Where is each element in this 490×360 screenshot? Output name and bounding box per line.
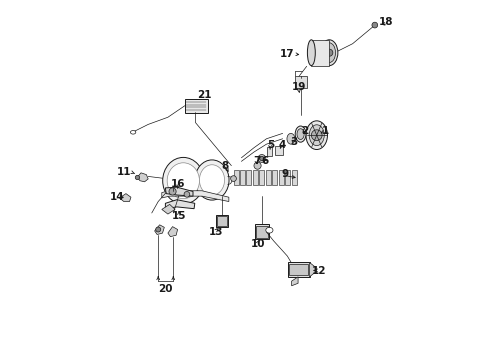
Bar <box>295 76 307 88</box>
Circle shape <box>184 192 190 197</box>
Polygon shape <box>292 277 298 286</box>
Text: 15: 15 <box>172 211 186 221</box>
Text: 2: 2 <box>301 126 309 135</box>
Circle shape <box>311 130 322 140</box>
Text: 14: 14 <box>110 192 124 202</box>
Polygon shape <box>310 262 315 277</box>
Bar <box>275 146 283 154</box>
Ellipse shape <box>130 131 136 134</box>
Ellipse shape <box>195 160 229 200</box>
Text: 3: 3 <box>290 138 297 147</box>
Text: 5: 5 <box>267 140 274 150</box>
Bar <box>246 170 251 185</box>
Ellipse shape <box>295 126 306 142</box>
Text: 8: 8 <box>221 161 229 171</box>
Polygon shape <box>311 40 329 66</box>
Circle shape <box>326 49 333 56</box>
Bar <box>267 147 272 156</box>
Bar <box>256 226 268 238</box>
Bar <box>266 170 271 185</box>
Ellipse shape <box>306 121 327 149</box>
Ellipse shape <box>309 125 324 145</box>
Polygon shape <box>168 226 177 237</box>
Circle shape <box>169 188 176 195</box>
Bar <box>288 262 310 277</box>
Bar <box>217 216 227 226</box>
Bar <box>255 224 270 239</box>
Polygon shape <box>155 225 164 234</box>
Polygon shape <box>162 191 229 202</box>
Polygon shape <box>137 173 148 182</box>
Text: 9: 9 <box>282 169 289 179</box>
Circle shape <box>231 176 236 181</box>
Ellipse shape <box>323 43 336 63</box>
Ellipse shape <box>199 165 224 195</box>
Ellipse shape <box>297 129 304 139</box>
Text: 11: 11 <box>117 167 131 177</box>
Ellipse shape <box>167 163 199 199</box>
Text: 12: 12 <box>312 266 326 276</box>
Circle shape <box>258 154 266 162</box>
Circle shape <box>260 156 264 161</box>
Bar <box>272 170 277 185</box>
Bar <box>216 215 228 227</box>
Text: 1: 1 <box>322 126 329 135</box>
Circle shape <box>254 162 261 169</box>
Ellipse shape <box>287 134 295 144</box>
Ellipse shape <box>163 157 204 204</box>
Bar <box>279 170 284 185</box>
Bar <box>259 170 265 185</box>
Bar <box>234 170 239 185</box>
Text: 6: 6 <box>262 156 269 166</box>
Text: 13: 13 <box>208 227 223 237</box>
Text: 7: 7 <box>253 156 261 166</box>
Ellipse shape <box>307 40 315 66</box>
Text: 20: 20 <box>158 284 173 294</box>
Text: 17: 17 <box>280 49 294 59</box>
Bar <box>253 170 258 185</box>
Circle shape <box>156 227 161 232</box>
Polygon shape <box>166 187 193 196</box>
Bar <box>292 170 296 185</box>
Text: 4: 4 <box>279 140 286 150</box>
Circle shape <box>135 175 140 180</box>
Bar <box>290 264 308 275</box>
Polygon shape <box>120 194 131 202</box>
Text: 16: 16 <box>171 179 186 189</box>
Polygon shape <box>162 204 175 214</box>
Circle shape <box>372 22 378 28</box>
Bar <box>185 99 208 113</box>
Text: 10: 10 <box>251 239 265 249</box>
Ellipse shape <box>320 40 338 66</box>
Ellipse shape <box>266 227 273 233</box>
Polygon shape <box>166 200 195 209</box>
Bar <box>240 170 245 185</box>
Text: 19: 19 <box>292 82 306 93</box>
Bar <box>285 170 290 185</box>
Text: 21: 21 <box>197 90 212 100</box>
Text: 18: 18 <box>378 17 393 27</box>
